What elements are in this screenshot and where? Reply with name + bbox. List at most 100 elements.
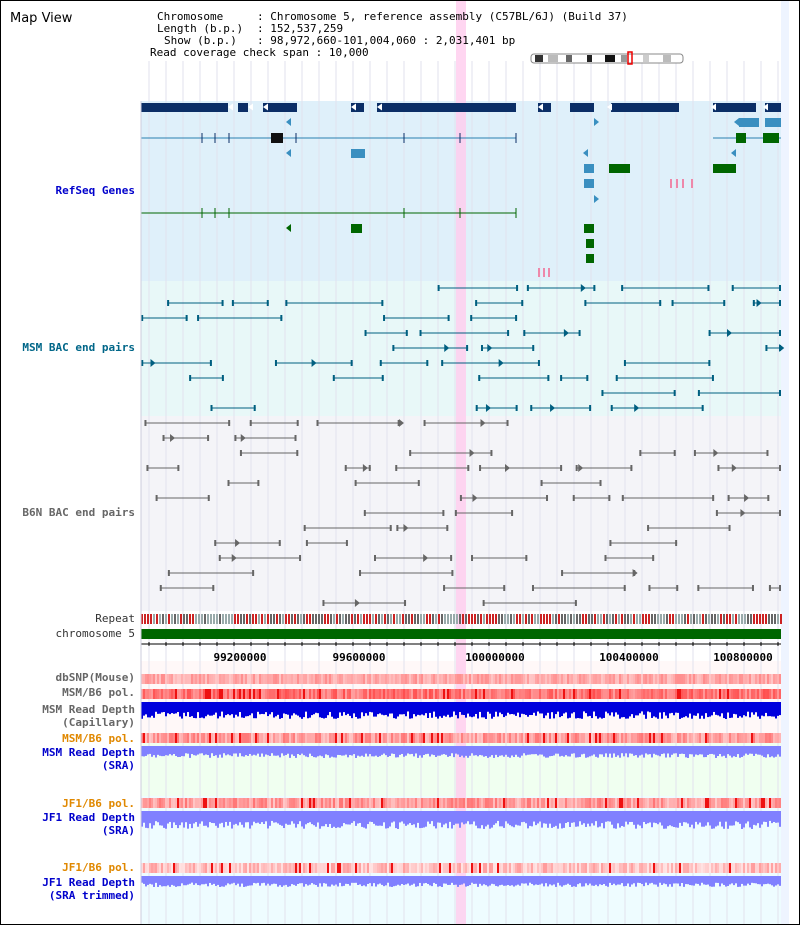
repeat-element — [381, 614, 383, 624]
pol-heat-cell — [259, 798, 261, 808]
pol-heat-cell — [771, 689, 773, 699]
read-depth-bar — [239, 746, 241, 754]
read-depth-bar — [151, 702, 153, 716]
pol-heat-cell — [451, 863, 453, 873]
read-depth-bar — [443, 876, 445, 884]
read-depth-bar — [457, 746, 459, 755]
pol-heat-cell — [637, 863, 639, 873]
bac-end — [623, 585, 626, 591]
pol-heat-cell — [611, 674, 613, 684]
read-depth-bar — [561, 702, 563, 717]
pol-heat-cell — [717, 674, 719, 684]
read-depth-bar — [611, 702, 613, 713]
read-depth-bar — [345, 746, 347, 755]
read-depth-bar — [615, 811, 617, 829]
pol-heat-cell — [763, 733, 765, 743]
repeat-element — [372, 614, 374, 624]
pol-heat-cell — [263, 689, 265, 699]
pol-heat-cell — [671, 689, 673, 699]
pol-heat-cell — [141, 733, 143, 743]
pol-heat-cell — [583, 798, 585, 808]
pol-heat-cell — [145, 733, 147, 743]
read-depth-bar — [199, 811, 201, 824]
pol-heat-cell — [743, 863, 745, 873]
read-depth-bar — [605, 876, 607, 886]
track-label-b6n-bac[interactable]: B6N BAC end pairs — [22, 506, 135, 519]
bac-end — [503, 585, 506, 591]
pol-heat-cell — [389, 733, 391, 743]
read-depth-bar — [435, 811, 437, 829]
bac-end — [639, 450, 642, 456]
pol-heat-cell — [317, 863, 319, 873]
pol-heat-cell — [739, 733, 741, 743]
pol-heat-cell — [721, 733, 723, 743]
read-depth-bar — [357, 876, 359, 885]
pol-heat-cell — [481, 689, 483, 699]
read-depth-bar — [665, 811, 667, 829]
read-depth-bar — [547, 811, 549, 828]
ideogram-band — [548, 55, 558, 62]
read-depth-bar — [405, 746, 407, 756]
pol-heat-cell — [269, 689, 271, 699]
pol-heat-cell — [579, 798, 581, 808]
repeat-element — [558, 614, 560, 624]
pol-heat-cell — [293, 733, 295, 743]
repeat-element — [438, 614, 440, 624]
pol-heat-cell — [321, 863, 323, 873]
read-depth-bar — [713, 811, 715, 829]
read-depth-bar — [373, 746, 375, 757]
read-depth-bar — [661, 811, 663, 826]
read-depth-bar — [201, 811, 203, 822]
pol-heat-cell — [151, 689, 153, 699]
pol-heat-cell — [401, 689, 403, 699]
read-depth-bar — [751, 811, 753, 829]
pol-heat-cell — [455, 798, 457, 808]
gene-exon — [713, 103, 756, 112]
read-depth-bar — [683, 702, 685, 718]
read-depth-bar — [621, 702, 623, 718]
read-depth-bar — [243, 702, 245, 718]
gene-exon — [351, 224, 362, 233]
pol-heat-cell — [647, 733, 649, 743]
pol-heat-cell — [683, 863, 685, 873]
pol-heat-cell — [337, 674, 339, 684]
read-depth-bar — [765, 876, 767, 885]
pol-heat-cell — [191, 798, 193, 808]
pol-heat-cell — [645, 674, 647, 684]
pol-heat-cell — [639, 674, 641, 684]
pol-heat-cell — [405, 798, 407, 808]
pol-heat-cell — [481, 674, 483, 684]
gene-exon — [377, 103, 516, 112]
read-depth-bar — [531, 811, 533, 827]
read-depth-bar — [759, 811, 761, 828]
read-depth-bar — [475, 811, 477, 826]
read-depth-bar — [741, 811, 743, 829]
read-depth-bar — [519, 746, 521, 758]
pol-heat-cell — [729, 863, 731, 873]
pol-heat-cell — [203, 733, 205, 743]
pol-heat-cell — [597, 674, 599, 684]
track-label-refseq[interactable]: RefSeq Genes — [55, 184, 135, 197]
read-depth-bar — [661, 746, 663, 755]
pol-heat-cell — [223, 798, 225, 808]
pol-heat-cell — [321, 798, 323, 808]
pol-heat-cell — [653, 863, 655, 873]
repeat-element — [189, 614, 191, 624]
read-depth-bar — [389, 811, 391, 827]
read-depth-bar — [295, 702, 297, 715]
pol-heat-cell — [673, 863, 675, 873]
read-depth-bar — [721, 702, 723, 714]
pol-heat-cell — [381, 689, 383, 699]
bac-end — [531, 585, 534, 591]
pol-heat-cell — [281, 674, 283, 684]
pol-heat-cell — [227, 798, 229, 808]
read-depth-bar — [597, 876, 599, 887]
read-depth-bar — [775, 876, 777, 886]
pol-heat-cell — [633, 733, 635, 743]
repeat-element — [699, 614, 701, 624]
pol-heat-cell — [555, 863, 557, 873]
track-label-msm-bac[interactable]: MSM BAC end pairs — [22, 341, 135, 354]
pol-heat-cell — [223, 733, 225, 743]
pol-heat-cell — [267, 863, 269, 873]
